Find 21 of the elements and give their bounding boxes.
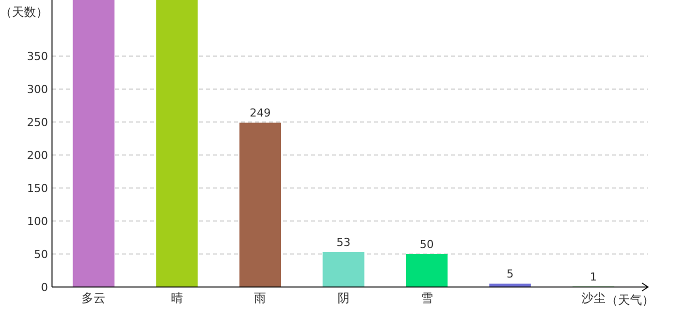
y-tick-label: 0: [41, 280, 48, 294]
y-tick-label: 250: [27, 116, 48, 129]
y-tick-label: 100: [27, 214, 48, 228]
y-tick-label: 150: [27, 182, 48, 195]
y-tick-label: 50: [34, 248, 48, 261]
x-tick-label: 多云: [82, 291, 106, 305]
data-label: 1: [590, 270, 597, 284]
y-axis-title: （天数）: [0, 5, 48, 19]
x-axis-title: （天气）: [606, 293, 654, 307]
y-tick-label: 200: [27, 148, 48, 162]
data-label: 5: [506, 268, 514, 281]
x-tick-label: 沙尘: [581, 291, 606, 305]
data-label: 249: [250, 106, 271, 120]
data-label: 53: [336, 236, 350, 250]
data-label: 50: [420, 238, 434, 252]
y-tick-label: 300: [27, 82, 48, 96]
x-tick-label: 阴: [338, 291, 350, 305]
x-tick-label: 晴: [170, 291, 183, 305]
x-tick-label: 雪: [420, 291, 433, 305]
x-tick-label: 雨: [254, 291, 266, 305]
y-tick-label: 350: [27, 50, 48, 63]
